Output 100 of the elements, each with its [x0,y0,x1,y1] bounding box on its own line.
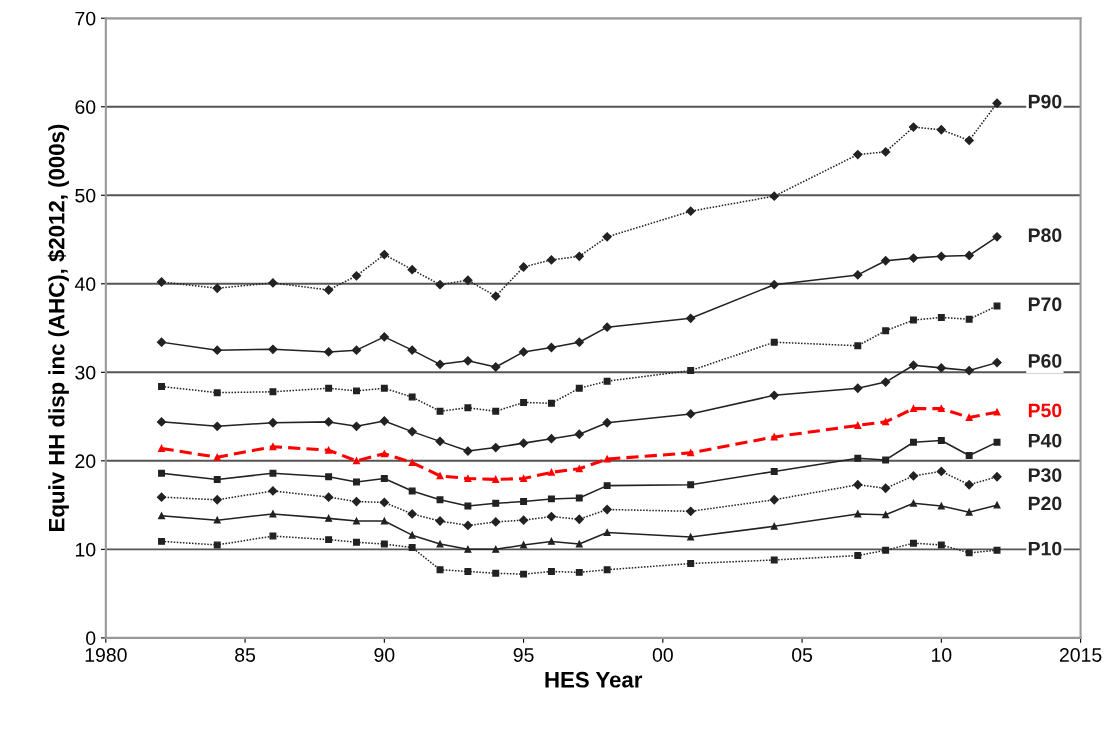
point [158,444,166,452]
point [687,533,695,541]
point [770,522,778,530]
point [547,399,555,407]
point [910,405,917,413]
point [575,568,583,576]
point [686,506,696,516]
point [574,337,584,347]
point [518,347,529,357]
point [268,418,278,428]
y-tick-label: 30 [75,365,96,380]
point [325,446,333,454]
point [602,504,612,515]
point [882,456,890,464]
point [603,529,611,537]
point [324,492,334,502]
point [213,475,221,483]
point [518,438,529,448]
point [964,250,974,261]
point [881,377,891,387]
point [993,546,1001,554]
point [882,511,890,519]
point [769,390,779,400]
point [687,481,695,489]
point [212,495,222,505]
point [407,345,417,355]
point [853,270,863,280]
point [603,566,611,574]
point [853,383,863,393]
point [908,253,919,263]
point [464,502,472,510]
point [380,517,388,525]
point [213,516,221,524]
x-tick-label: 05 [792,648,813,662]
point [351,421,362,431]
point [937,541,945,549]
point [353,387,360,395]
point [910,499,917,507]
point [408,459,416,467]
y-axis-title: Equiv HH disp inc (AHC), $2012, (000s) [47,124,69,531]
series-label: P60 [1028,354,1062,368]
point [882,327,890,335]
point [464,568,472,575]
point [212,345,222,355]
point [325,473,333,481]
point [937,313,945,321]
point [213,541,221,549]
series-label: P40 [1028,433,1062,448]
point [158,383,166,390]
point [156,277,167,287]
point [687,560,695,567]
point [686,206,696,216]
point [992,357,1002,368]
x-tick-label: 90 [374,648,395,662]
series-label: P90 [1028,94,1062,109]
point [435,436,445,446]
x-axis-title: HES Year [545,671,643,688]
y-tick-label: 0 [86,631,96,646]
point [854,454,862,462]
point [882,546,890,554]
point [936,363,946,373]
point [435,280,445,290]
point [992,472,1002,482]
point [408,393,416,401]
point [435,359,445,369]
point [351,345,362,355]
point [547,495,555,503]
point [575,384,583,392]
point [769,280,779,290]
point [520,541,528,549]
x-tick-label: 85 [235,648,256,662]
point [547,568,555,575]
point [854,342,862,350]
point [881,483,891,493]
point [936,466,946,477]
point [936,125,946,135]
point [156,417,167,427]
point [882,418,890,426]
point [908,471,919,481]
point [603,377,611,385]
point [492,569,500,577]
point [575,494,583,502]
point [491,362,501,372]
point [603,455,611,463]
point [269,443,277,451]
y-tick-label: 50 [75,188,96,203]
point [854,510,862,518]
series-label: P70 [1028,297,1062,312]
point [492,545,500,553]
point [408,544,416,552]
point [380,540,388,548]
point [353,478,360,486]
point [992,232,1002,242]
point [353,457,360,465]
point [770,467,778,475]
point [881,256,891,266]
point [993,438,1001,446]
point [213,389,221,397]
x-tick-label: 1980 [85,648,127,662]
point [854,552,862,560]
